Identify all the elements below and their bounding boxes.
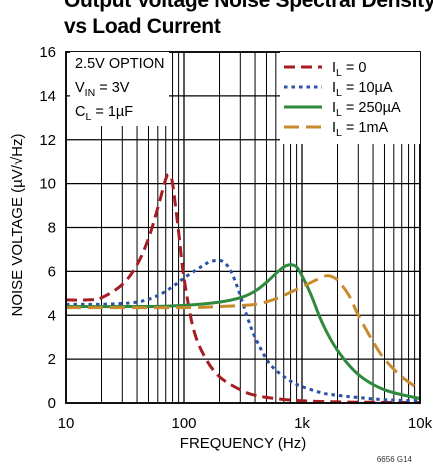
x-tick-label: 10k bbox=[408, 415, 433, 432]
conditions-background bbox=[70, 52, 169, 126]
tick-labels: 10 100 1k 10k 0 2 4 6 8 10 12 14 16 bbox=[39, 44, 432, 432]
conditions-box: 2.5V OPTION VIN = 3V CL = 1µF bbox=[70, 52, 169, 126]
x-axis-label: FREQUENCY (Hz) bbox=[180, 435, 306, 452]
figure-id: 6656 G14 bbox=[377, 455, 413, 464]
x-tick-label: 10 bbox=[58, 415, 75, 432]
chart-title: Output Voltage Noise Spectral Density vs… bbox=[64, 0, 433, 38]
series-line-4 bbox=[65, 274, 421, 392]
condition-option: 2.5V OPTION bbox=[75, 56, 164, 72]
y-tick-label: 12 bbox=[39, 132, 56, 149]
condition-vin: VIN = 3V bbox=[75, 80, 130, 99]
legend-label-2: IL = 10µA bbox=[332, 80, 393, 99]
plot-frame bbox=[65, 51, 421, 404]
series-line-1 bbox=[65, 172, 421, 405]
y-axis-label: NOISE VOLTAGE (µV/√Hz) bbox=[9, 133, 26, 316]
series-line-2 bbox=[65, 258, 421, 403]
y-tick-label: 16 bbox=[39, 44, 56, 61]
y-tick-label: 2 bbox=[48, 351, 56, 368]
y-tick-label: 0 bbox=[48, 395, 56, 412]
y-tick-label: 14 bbox=[39, 88, 56, 105]
legend-label-4: IL = 1mA bbox=[332, 120, 389, 139]
legend-label-3: IL = 250µA bbox=[332, 100, 401, 119]
y-tick-label: 6 bbox=[48, 263, 56, 280]
plot-border bbox=[65, 51, 421, 404]
condition-cl: CL = 1µF bbox=[75, 104, 133, 123]
series-line-3 bbox=[65, 263, 421, 401]
legend-label-1: IL = 0 bbox=[332, 60, 366, 79]
series-lines bbox=[65, 172, 421, 405]
y-tick-label: 10 bbox=[39, 176, 56, 193]
x-tick-label: 1k bbox=[294, 415, 310, 432]
x-tick-label: 100 bbox=[171, 415, 196, 432]
y-tick-label: 8 bbox=[48, 220, 56, 237]
y-tick-label: 4 bbox=[48, 307, 56, 324]
